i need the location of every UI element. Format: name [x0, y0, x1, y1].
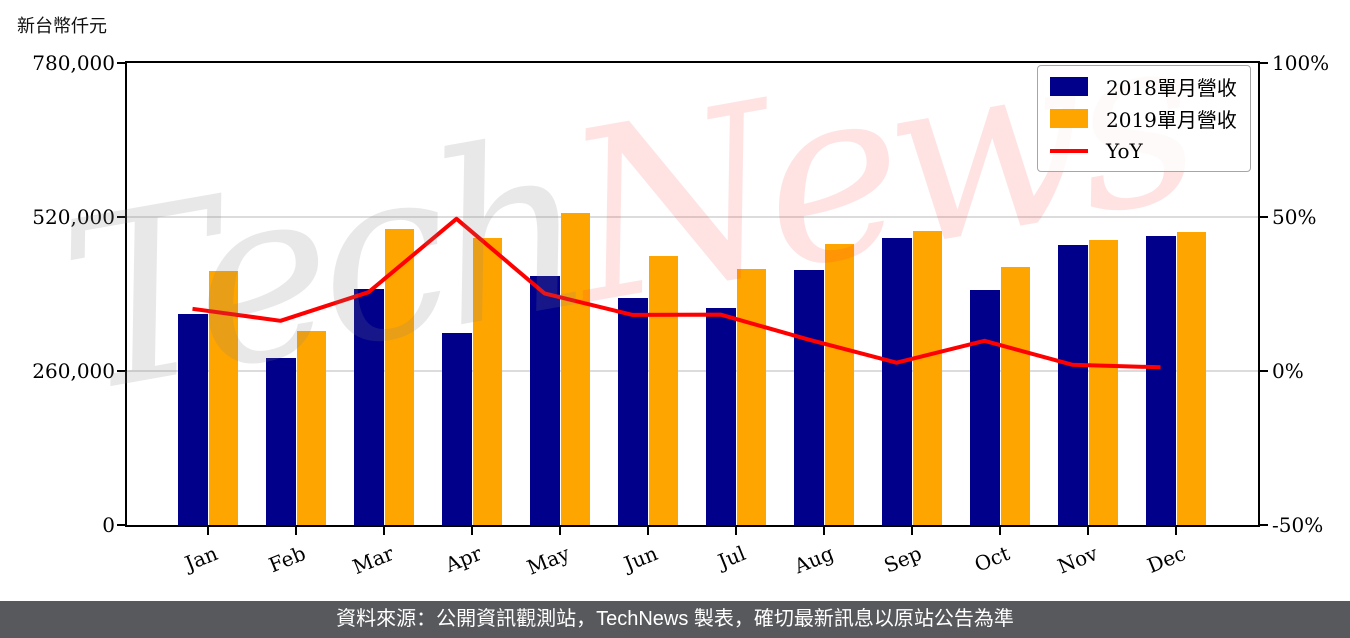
bar-2019單月營收-Apr	[472, 238, 502, 525]
x-axis-label-Apr: Apr	[441, 541, 485, 578]
x-axis-label-Mar: Mar	[349, 541, 397, 579]
left-axis-tick	[117, 524, 125, 526]
legend-label-2019: 2019單月營收	[1106, 107, 1237, 132]
legend-line-swatch-yoy	[1050, 148, 1088, 153]
x-axis-label-Nov: Nov	[1054, 541, 1101, 579]
right-axis-label: -50%	[1272, 513, 1324, 537]
x-axis-label-Jun: Jun	[620, 541, 661, 576]
left-axis-label: 780,000	[32, 51, 115, 75]
legend-item-2019: 2019單月營收	[1038, 104, 1250, 132]
legend-label-yoy: YoY	[1106, 138, 1143, 163]
x-axis-tick	[1175, 527, 1177, 535]
right-axis-label: 100%	[1272, 51, 1330, 75]
right-axis-tick	[1260, 62, 1268, 64]
bar-2019單月營收-Jul	[736, 268, 766, 525]
x-axis-tick	[295, 527, 297, 535]
x-axis-tick	[1087, 527, 1089, 535]
x-axis-label-Jul: Jul	[714, 541, 749, 574]
x-axis-tick	[735, 527, 737, 535]
bar-2018單月營收-Nov	[1058, 245, 1088, 525]
legend-swatch-2018	[1050, 76, 1088, 96]
gridline	[127, 370, 1258, 372]
bar-2018單月營收-Dec	[1146, 235, 1176, 525]
bar-2019單月營收-Dec	[1176, 232, 1206, 525]
bar-2019單月營收-Aug	[824, 244, 854, 525]
right-axis-tick	[1260, 216, 1268, 218]
yoy-line	[192, 216, 1161, 370]
x-axis-tick	[559, 527, 561, 535]
bar-2018單月營收-Jul	[706, 308, 736, 525]
x-axis-tick	[823, 527, 825, 535]
left-axis-tick	[117, 62, 125, 64]
left-axis-tick	[117, 216, 125, 218]
x-axis-tick	[911, 527, 913, 535]
x-axis-label-Dec: Dec	[1143, 541, 1189, 578]
bar-2019單月營收-Oct	[1000, 266, 1030, 525]
right-axis-label: 50%	[1272, 205, 1317, 229]
bar-2018單月營收-Sep	[882, 238, 912, 525]
axis-unit-label: 新台幣仟元	[17, 16, 107, 37]
legend-item-yoy: YoY	[1038, 137, 1250, 165]
bar-2019單月營收-May	[560, 213, 590, 525]
x-axis-label-Sep: Sep	[880, 541, 925, 578]
bar-2019單月營收-Feb	[296, 330, 326, 525]
legend-item-2018: 2018單月營收	[1038, 72, 1250, 100]
right-axis-tick	[1260, 370, 1268, 372]
x-axis-label-Aug: Aug	[790, 541, 837, 579]
x-axis-label-May: May	[523, 541, 573, 580]
bar-2018單月營收-Jan	[178, 313, 208, 525]
plot-area	[125, 61, 1260, 527]
legend-label-2018: 2018單月營收	[1106, 75, 1237, 100]
legend-swatch-2019	[1050, 108, 1088, 128]
x-axis-label-Feb: Feb	[265, 541, 309, 578]
x-axis-tick	[383, 527, 385, 535]
left-axis-tick	[117, 370, 125, 372]
bar-2019單月營收-Jun	[648, 256, 678, 525]
right-axis-label: 0%	[1272, 359, 1304, 383]
legend: 2018單月營收 2019單月營收 YoY	[1037, 65, 1251, 172]
x-axis-label-Oct: Oct	[970, 541, 1013, 577]
bar-2018單月營收-Apr	[442, 333, 472, 525]
bar-2019單月營收-Mar	[384, 228, 414, 525]
gridline	[127, 216, 1258, 218]
x-axis-label-Jan: Jan	[181, 541, 221, 576]
x-axis-tick	[207, 527, 209, 535]
bar-2018單月營收-Feb	[266, 357, 296, 525]
x-axis-tick	[999, 527, 1001, 535]
bar-2018單月營收-Aug	[794, 270, 824, 525]
yoy-line-layer	[192, 216, 1161, 370]
bar-2018單月營收-May	[530, 276, 560, 525]
bar-2018單月營收-Oct	[970, 289, 1000, 525]
left-axis-label: 260,000	[32, 359, 115, 383]
x-axis-tick	[647, 527, 649, 535]
bar-2018單月營收-Mar	[354, 289, 384, 525]
bar-2019單月營收-Sep	[912, 230, 942, 525]
left-axis-label: 0	[102, 513, 115, 537]
left-axis-label: 520,000	[32, 205, 115, 229]
bar-2018單月營收-Jun	[618, 297, 648, 525]
right-axis-tick	[1260, 524, 1268, 526]
bar-2019單月營收-Nov	[1088, 240, 1118, 525]
x-axis-tick	[471, 527, 473, 535]
source-footer: 資料來源：公開資訊觀測站，TechNews 製表，確切最新訊息以原站公告為準	[0, 601, 1350, 638]
